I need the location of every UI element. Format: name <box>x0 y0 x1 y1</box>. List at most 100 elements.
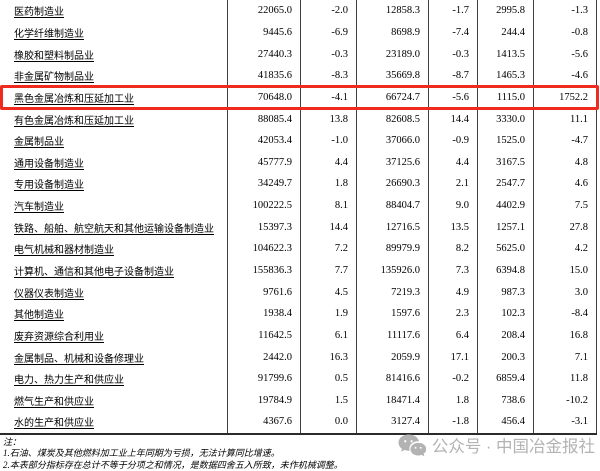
value-cell: 1752.2 <box>533 86 597 109</box>
value-cell: 738.6 <box>477 389 533 412</box>
value-cell: 15.0 <box>533 259 597 282</box>
value-cell: -0.3 <box>300 43 356 65</box>
value-cell: 1.9 <box>300 302 356 325</box>
value-cell: 18471.4 <box>356 389 428 412</box>
table-row: 电力、热力生产和供应业 91799.6 0.5 81416.6 -0.2 685… <box>0 367 597 390</box>
value-cell: -1.8 <box>428 411 477 433</box>
value-cell: 135926.0 <box>356 259 428 282</box>
value-cell: 16.8 <box>533 324 597 347</box>
value-cell: -1.3 <box>533 0 597 22</box>
table-row: 仪器仪表制造业 9761.6 4.5 7219.3 4.9 987.3 3.0 <box>0 281 597 303</box>
value-cell: 2.3 <box>428 302 477 325</box>
value-cell: 22065.0 <box>227 0 300 22</box>
value-cell: 1.8 <box>300 173 356 195</box>
value-cell: 1.8 <box>428 389 477 412</box>
value-cell: 4.4 <box>428 151 477 174</box>
value-cell: 16.3 <box>300 346 356 368</box>
table-notes: 注： 1.石油、煤炭及其他燃料加工业上年同期为亏损，无法计算同比增速。 2.本表… <box>0 435 600 471</box>
table-row: 水的生产和供应业 4367.6 0.0 3127.4 -1.8 456.4 -3… <box>0 411 597 433</box>
value-cell: 3.0 <box>533 281 597 303</box>
value-cell: 4.4 <box>300 151 356 174</box>
value-cell: 66724.7 <box>356 86 428 109</box>
value-cell: 4.6 <box>533 173 597 195</box>
industry-name: 化学纤维制造业 <box>14 28 84 40</box>
value-cell: 2995.8 <box>477 0 533 22</box>
value-cell: 27440.3 <box>227 43 300 65</box>
value-cell: 200.3 <box>477 346 533 368</box>
value-cell: 35669.8 <box>356 64 428 87</box>
value-cell: 13.5 <box>428 216 477 239</box>
value-cell: 3167.5 <box>477 151 533 174</box>
value-cell: -3.1 <box>533 411 597 433</box>
value-cell: 81416.6 <box>356 367 428 390</box>
industry-name: 燃气生产和供应业 <box>14 396 94 408</box>
value-cell: 6859.4 <box>477 367 533 390</box>
value-cell: 6.1 <box>300 324 356 347</box>
value-cell: 89979.9 <box>356 238 428 260</box>
notes-label: 注： <box>3 436 22 447</box>
industry-name: 黑色金属冶炼和压延加工业 <box>14 93 134 105</box>
value-cell: 1413.5 <box>477 43 533 65</box>
value-cell: -10.2 <box>533 389 597 412</box>
value-cell: 37066.0 <box>356 129 428 152</box>
industry-name: 医药制造业 <box>14 7 64 19</box>
value-cell: 6394.8 <box>477 259 533 282</box>
value-cell: 987.3 <box>477 281 533 303</box>
value-cell: 34249.7 <box>227 173 300 195</box>
table-row: 其他制造业 1938.4 1.9 1597.6 2.3 102.3 -8.4 <box>0 302 597 325</box>
table-row: 电气机械和器材制造业 104622.3 7.2 89979.9 8.2 5625… <box>0 238 597 260</box>
value-cell: -2.0 <box>300 0 356 22</box>
table-row: 橡胶和塑料制品业 27440.3 -0.3 23189.0 -0.3 1413.… <box>0 43 597 65</box>
value-cell: 82608.5 <box>356 108 428 130</box>
value-cell: 104622.3 <box>227 238 300 260</box>
value-cell: 208.4 <box>477 324 533 347</box>
value-cell: 1938.4 <box>227 302 300 325</box>
value-cell: -0.9 <box>428 129 477 152</box>
industry-name: 废弃资源综合利用业 <box>14 331 104 343</box>
value-cell: 11117.6 <box>356 324 428 347</box>
value-cell: 5625.0 <box>477 238 533 260</box>
value-cell: 7.7 <box>300 259 356 282</box>
value-cell: 1525.0 <box>477 129 533 152</box>
value-cell: -6.9 <box>300 21 356 44</box>
value-cell: 1.5 <box>300 389 356 412</box>
value-cell: -4.6 <box>533 64 597 87</box>
value-cell: 3330.0 <box>477 108 533 130</box>
table-row: 专用设备制造业 34249.7 1.8 26690.3 2.1 2547.7 4… <box>0 173 597 195</box>
value-cell: -5.6 <box>533 43 597 65</box>
value-cell: 244.4 <box>477 21 533 44</box>
value-cell: -4.1 <box>300 86 356 109</box>
value-cell: 7.5 <box>533 194 597 217</box>
value-cell: 9445.6 <box>227 21 300 44</box>
value-cell: 17.1 <box>428 346 477 368</box>
value-cell: 11642.5 <box>227 324 300 347</box>
watermark-text: 公众号 · 中国冶金报社 <box>431 438 595 456</box>
table-row: 铁路、船舶、航空航天和其他运输设备制造业 15397.3 14.4 12716.… <box>0 216 597 239</box>
value-cell: 12858.3 <box>356 0 428 22</box>
value-cell: 4402.9 <box>477 194 533 217</box>
table-row: 黑色金属冶炼和压延加工业 70648.0 -4.1 66724.7 -5.6 1… <box>0 84 599 111</box>
value-cell: -0.8 <box>533 21 597 44</box>
value-cell: 1257.1 <box>477 216 533 239</box>
industry-name: 通用设备制造业 <box>14 158 84 170</box>
value-cell: 27.8 <box>533 216 597 239</box>
industry-name: 电力、热力生产和供应业 <box>14 375 124 387</box>
table-row: 通用设备制造业 45777.9 4.4 37125.6 4.4 3167.5 4… <box>0 151 597 174</box>
value-cell: 42053.4 <box>227 129 300 152</box>
value-cell: 14.4 <box>428 108 477 130</box>
value-cell: 11.8 <box>533 367 597 390</box>
value-cell: 6.4 <box>428 324 477 347</box>
value-cell: 456.4 <box>477 411 533 433</box>
watermark: 公众号 · 中国冶金报社 <box>398 433 595 457</box>
value-cell: 19784.9 <box>227 389 300 412</box>
value-cell: -7.4 <box>428 21 477 44</box>
industry-table: 医药制造业 22065.0 -2.0 12858.3 -1.7 2995.8 -… <box>0 0 599 435</box>
value-cell: 37125.6 <box>356 151 428 174</box>
table-row: 汽车制造业 100222.5 8.1 88404.7 9.0 4402.9 7.… <box>0 194 597 217</box>
industry-name: 水的生产和供应业 <box>14 418 94 430</box>
industry-name: 金属制品业 <box>14 137 64 149</box>
industry-name: 电气机械和器材制造业 <box>14 245 114 257</box>
value-cell: 88404.7 <box>356 194 428 217</box>
table-row: 有色金属冶炼和压延加工业 88085.4 13.8 82608.5 14.4 3… <box>0 108 597 130</box>
industry-name: 其他制造业 <box>14 310 64 322</box>
